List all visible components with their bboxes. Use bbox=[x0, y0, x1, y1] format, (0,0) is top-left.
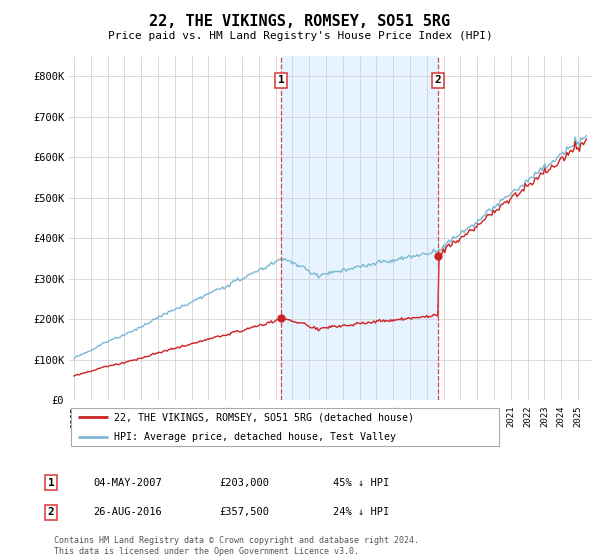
Text: 24% ↓ HPI: 24% ↓ HPI bbox=[333, 507, 389, 517]
Text: 04-MAY-2007: 04-MAY-2007 bbox=[93, 478, 162, 488]
Text: 1: 1 bbox=[47, 478, 55, 488]
Text: £357,500: £357,500 bbox=[219, 507, 269, 517]
Text: HPI: Average price, detached house, Test Valley: HPI: Average price, detached house, Test… bbox=[115, 432, 397, 442]
Bar bbox=[281, 56, 438, 400]
FancyBboxPatch shape bbox=[71, 408, 499, 446]
Text: Contains HM Land Registry data © Crown copyright and database right 2024.
This d: Contains HM Land Registry data © Crown c… bbox=[54, 536, 419, 556]
Text: 45% ↓ HPI: 45% ↓ HPI bbox=[333, 478, 389, 488]
Text: 22, THE VIKINGS, ROMSEY, SO51 5RG: 22, THE VIKINGS, ROMSEY, SO51 5RG bbox=[149, 14, 451, 29]
Text: £203,000: £203,000 bbox=[219, 478, 269, 488]
Text: 26-AUG-2016: 26-AUG-2016 bbox=[93, 507, 162, 517]
Text: Price paid vs. HM Land Registry's House Price Index (HPI): Price paid vs. HM Land Registry's House … bbox=[107, 31, 493, 41]
Text: 2: 2 bbox=[434, 75, 441, 85]
Text: 1: 1 bbox=[278, 75, 284, 85]
Text: 2: 2 bbox=[47, 507, 55, 517]
Text: 22, THE VIKINGS, ROMSEY, SO51 5RG (detached house): 22, THE VIKINGS, ROMSEY, SO51 5RG (detac… bbox=[115, 412, 415, 422]
